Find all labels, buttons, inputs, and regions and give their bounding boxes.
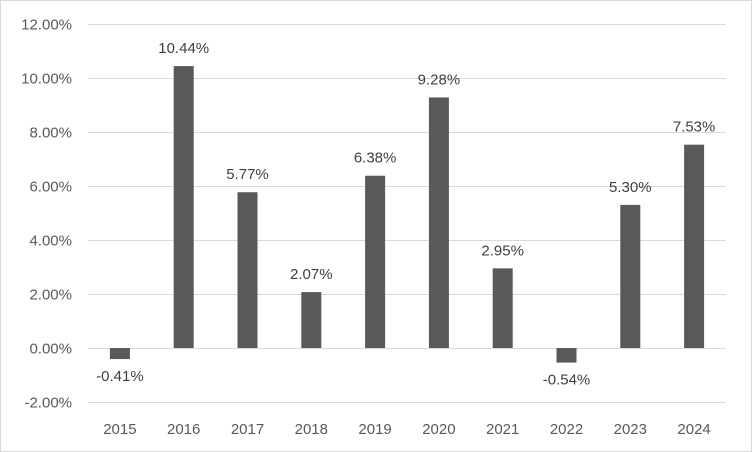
- data-labels: -0.41% 10.44% 5.77% 2.07% 6.38% 9.28% 2.95% -0.…: [96, 40, 715, 388]
- x-tick-label: 2016: [167, 421, 200, 438]
- x-tick-label: 2015: [103, 421, 136, 438]
- y-tick-label: 12.00%: [21, 17, 72, 34]
- bar: [301, 292, 322, 348]
- bar: [492, 268, 513, 348]
- y-tick-label: 10.00%: [21, 71, 72, 88]
- y-tick-label: 2.00%: [29, 287, 72, 304]
- y-tick-label: 8.00%: [29, 125, 72, 142]
- data-label: 10.44%: [158, 40, 209, 57]
- y-tick-label: -2.00%: [24, 395, 72, 412]
- bar: [620, 204, 641, 348]
- data-label: 9.28%: [418, 71, 461, 88]
- bar: [556, 348, 577, 363]
- bars: [109, 66, 705, 363]
- bar: [173, 66, 194, 349]
- data-label: -0.54%: [543, 372, 591, 389]
- data-label: 5.30%: [609, 179, 652, 196]
- x-tick-label: 2017: [231, 421, 264, 438]
- x-tick-label: 2018: [295, 421, 328, 438]
- y-tick-label: 0.00%: [29, 341, 72, 358]
- data-label: 2.95%: [481, 242, 524, 259]
- data-label: -0.41%: [96, 368, 144, 385]
- data-label: 7.53%: [673, 119, 716, 136]
- bar: [365, 175, 386, 348]
- x-tick-label: 2023: [614, 421, 647, 438]
- x-tick-label: 2019: [358, 421, 391, 438]
- y-axis-tick-labels: -2.00% 0.00% 2.00% 4.00% 6.00% 8.00% 10.00% 12.…: [21, 17, 72, 412]
- bar: [109, 348, 130, 360]
- gridlines: [88, 24, 726, 403]
- data-label: 5.77%: [226, 166, 269, 183]
- data-label: 6.38%: [354, 150, 397, 167]
- bar: [237, 192, 258, 348]
- x-tick-label: 2024: [677, 421, 710, 438]
- x-tick-label: 2021: [486, 421, 519, 438]
- x-tick-label: 2020: [422, 421, 455, 438]
- bar: [684, 144, 705, 348]
- x-axis-category-labels: 2015 2016 2017 2018 2019 2020 2021 2022 2023 2024: [103, 421, 711, 438]
- y-tick-label: 4.00%: [29, 233, 72, 250]
- y-tick-label: 6.00%: [29, 179, 72, 196]
- data-label: 2.07%: [290, 266, 333, 283]
- bar: [428, 97, 449, 348]
- x-tick-label: 2022: [550, 421, 583, 438]
